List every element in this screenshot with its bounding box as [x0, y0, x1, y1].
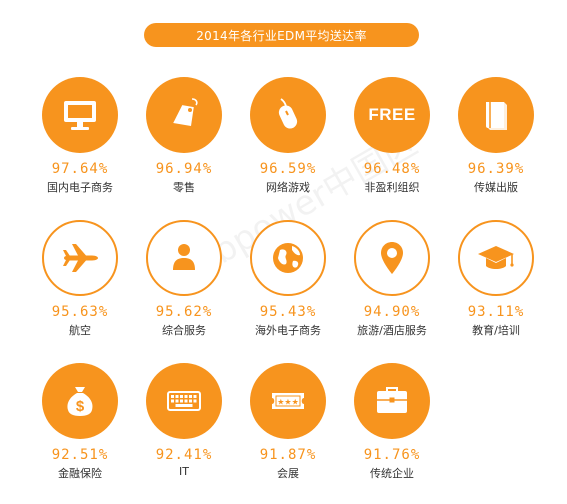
icon-circle: $ [42, 363, 118, 439]
icon-circle [42, 77, 118, 153]
icon-circle [42, 220, 118, 296]
industry-item-online-games: 96.59% 网络游戏 [233, 77, 343, 207]
industry-item-education: 93.11% 教育/培训 [441, 220, 551, 350]
location-pin-icon [381, 242, 403, 274]
tag-icon [173, 98, 198, 126]
industry-item-exhibition: ★★★ 91.87% 会展 [233, 363, 343, 493]
industry-item-traditional-enterprise: 91.76% 传统企业 [337, 363, 447, 493]
delivery-rate: 91.76% [363, 447, 421, 463]
svg-text:$: $ [76, 398, 85, 415]
industry-label: 传媒出版 [474, 181, 518, 194]
money-bag-icon: $ [67, 387, 93, 416]
industry-label: 网络游戏 [266, 181, 310, 194]
industry-item-media-publishing: 96.39% 传媒出版 [441, 77, 551, 207]
ticket-icon: ★★★ [272, 393, 304, 409]
industry-item-overseas-ecommerce: 95.43% 海外电子商务 [233, 220, 343, 350]
industry-item-finance-insurance: $ 92.51% 金融保险 [25, 363, 135, 493]
industry-item-domestic-ecommerce: 97.64% 国内电子商务 [25, 77, 135, 207]
monitor-icon [64, 101, 96, 130]
book-icon [486, 102, 507, 130]
icon-circle [146, 220, 222, 296]
industry-label: 旅游/酒店服务 [357, 324, 427, 337]
icon-circle [250, 220, 326, 296]
industry-item-travel-hotel: 94.90% 旅游/酒店服务 [337, 220, 447, 350]
delivery-rate: 95.63% [51, 304, 109, 320]
industry-item-nonprofit: FREE 96.48% 非盈利组织 [337, 77, 447, 207]
icon-circle [354, 363, 430, 439]
page-title: 2014年各行业EDM平均送达率 [144, 23, 419, 47]
icon-circle: FREE [354, 77, 430, 153]
delivery-rate: 97.64% [51, 161, 109, 177]
mouse-icon [278, 98, 298, 129]
icon-circle [250, 77, 326, 153]
industry-label: 综合服务 [162, 324, 206, 337]
icon-circle: ★★★ [250, 363, 326, 439]
graduation-cap-icon [478, 246, 514, 269]
industry-label: IT [179, 465, 189, 478]
industry-item-it: 92.41% IT [129, 363, 239, 493]
icon-circle [458, 77, 534, 153]
industry-item-retail: 96.94% 零售 [129, 77, 239, 207]
delivery-rate: 92.51% [51, 447, 109, 463]
industry-label: 传统企业 [370, 467, 414, 480]
industry-label: 国内电子商务 [47, 181, 113, 194]
briefcase-icon [377, 387, 407, 413]
delivery-rate: 93.11% [467, 304, 525, 320]
delivery-rate: 95.43% [259, 304, 317, 320]
industry-label: 航空 [69, 324, 91, 337]
delivery-rate: 92.41% [155, 447, 213, 463]
industry-label: 教育/培训 [472, 324, 520, 337]
delivery-rate: 96.39% [467, 161, 525, 177]
icon-circle [354, 220, 430, 296]
delivery-rate: 96.59% [259, 161, 317, 177]
delivery-rate: 91.87% [259, 447, 317, 463]
keyboard-icon [167, 391, 201, 411]
icon-circle [146, 77, 222, 153]
industry-label: 零售 [173, 181, 195, 194]
icon-circle [146, 363, 222, 439]
industry-label: 海外电子商务 [255, 324, 321, 337]
icon-circle [458, 220, 534, 296]
industry-item-aviation: 95.63% 航空 [25, 220, 135, 350]
free-text-icon: FREE [368, 105, 416, 124]
delivery-rate: 94.90% [363, 304, 421, 320]
globe-icon [273, 243, 303, 273]
svg-text:★★★: ★★★ [277, 398, 299, 407]
industry-label: 金融保险 [58, 467, 102, 480]
industry-label: 会展 [277, 467, 299, 480]
delivery-rate: 95.62% [155, 304, 213, 320]
delivery-rate: 96.48% [363, 161, 421, 177]
industry-item-general-services: 95.62% 综合服务 [129, 220, 239, 350]
industry-label: 非盈利组织 [364, 181, 420, 194]
delivery-rate: 96.94% [155, 161, 213, 177]
person-icon [173, 244, 195, 270]
airplane-icon [63, 244, 98, 272]
